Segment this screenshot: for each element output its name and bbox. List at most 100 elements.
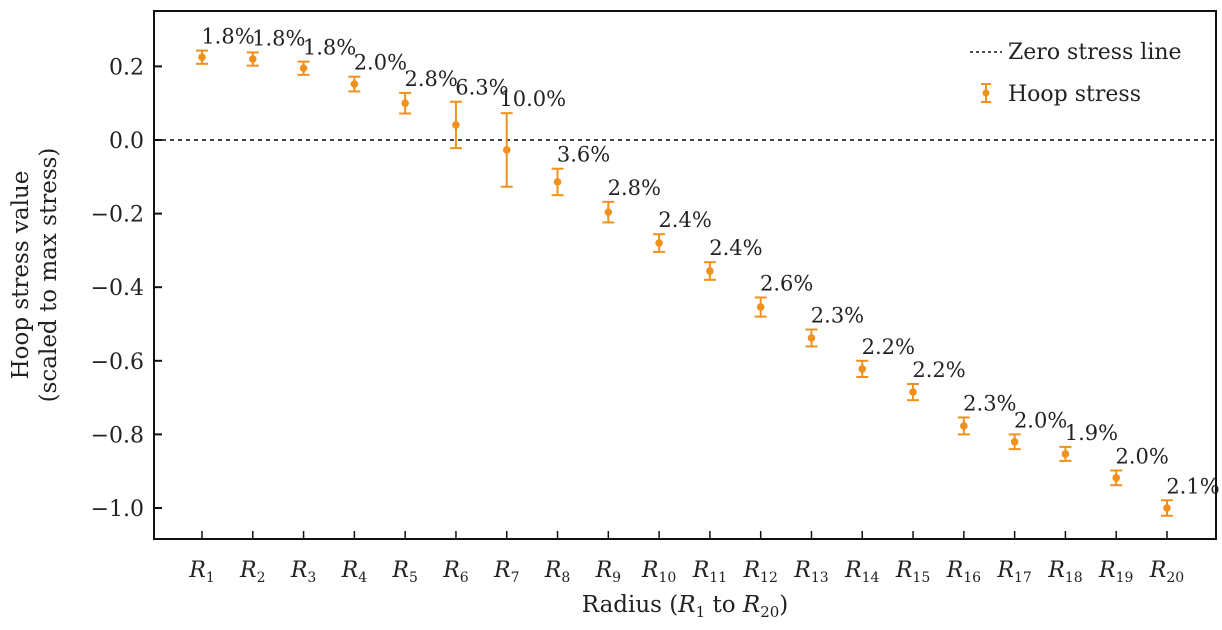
data-point-R16: 2.3% — [957, 391, 1017, 436]
marker — [1061, 450, 1070, 458]
data-point-R15: 2.2% — [907, 358, 966, 402]
data-point-R8: 3.6% — [551, 143, 610, 197]
x-tick-label: R8 — [544, 558, 571, 586]
marker — [756, 303, 765, 311]
marker — [350, 80, 359, 88]
plot-area: 1.8%1.8%1.8%2.0%2.8%6.3%10.0%3.6%2.8%2.4… — [154, 25, 1220, 517]
marker — [452, 121, 460, 129]
error-percent-label: 1.8% — [303, 36, 356, 60]
x-tick-label: R1 — [188, 558, 215, 586]
error-percent-label: 2.8% — [608, 176, 661, 200]
x-tick-label: R9 — [595, 558, 622, 586]
legend-label-hoop-stress: Hoop stress — [1008, 82, 1141, 107]
x-tick-label: R15 — [895, 558, 930, 586]
marker — [909, 388, 917, 396]
data-point-R1: 1.8% — [196, 25, 255, 65]
data-point-R14: 2.2% — [856, 335, 915, 378]
x-axis: R1 R2 R3 R4 R5 R6 R7 R8 R9 R10 R11 R12 R13 R14 R15 R16 R… — [188, 531, 1184, 586]
x-tick-label: R5 — [391, 558, 418, 586]
y-tick-label: −0.4 — [91, 276, 144, 301]
x-axis-title: Radius (R1 to R20) — [582, 592, 789, 621]
error-percent-label: 2.2% — [862, 335, 915, 359]
data-point-R2: 1.8% — [246, 26, 305, 67]
data-point-R19: 2.0% — [1110, 444, 1169, 487]
legend-errorbar-icon — [981, 83, 991, 103]
error-percent-label: 10.0% — [499, 87, 566, 111]
marker — [248, 55, 257, 63]
x-tick-label: R11 — [692, 558, 727, 586]
error-percent-label: 2.6% — [760, 272, 813, 296]
marker — [655, 239, 663, 247]
legend: Zero stress line Hoop stress — [970, 40, 1182, 107]
data-point-R10: 2.4% — [653, 208, 712, 253]
y-axis-title-line1: Hoop stress value — [8, 171, 34, 380]
marker — [858, 365, 867, 373]
x-tick-label: R18 — [1047, 558, 1082, 586]
error-percent-label: 2.0% — [354, 51, 407, 75]
error-percent-label: 2.8% — [404, 67, 457, 91]
y-axis: 0.2 0.0 −0.2 −0.4 −0.6 −0.8 −1.0 — [91, 55, 162, 522]
legend-label-zero-stress: Zero stress line — [1008, 40, 1182, 65]
marker — [198, 53, 206, 61]
error-percent-label: 1.9% — [1065, 421, 1118, 445]
data-point-R3: 1.8% — [297, 36, 356, 76]
marker — [1163, 504, 1171, 512]
data-point-R5: 2.8% — [399, 67, 458, 115]
x-axis-title-sub1: 1 — [696, 603, 706, 621]
error-percent-label: 2.2% — [912, 358, 965, 382]
error-percent-label: 2.4% — [709, 236, 762, 260]
y-tick-label: −0.8 — [91, 423, 144, 448]
marker — [1112, 474, 1121, 482]
marker — [960, 422, 968, 430]
x-tick-label: R17 — [996, 558, 1031, 586]
x-tick-label: R3 — [290, 558, 317, 586]
data-point-R11: 2.4% — [703, 236, 763, 281]
data-point-R4: 2.0% — [348, 51, 407, 93]
error-percent-label: 2.3% — [963, 391, 1016, 415]
data-point-R20: 2.1% — [1161, 474, 1220, 517]
x-tick-label: R7 — [493, 558, 519, 586]
x-axis-title-suffix: ) — [779, 592, 788, 618]
data-point-R9: 2.8% — [602, 176, 661, 224]
error-percent-label: 2.3% — [811, 304, 864, 328]
axes-frame — [153, 10, 1217, 540]
x-tick-label: R20 — [1149, 558, 1184, 586]
marker — [807, 334, 816, 342]
marker — [502, 146, 511, 154]
error-percent-label: 1.8% — [252, 26, 305, 50]
data-point-R7: 10.0% — [499, 87, 566, 188]
x-axis-title-r1: R — [677, 592, 695, 618]
marker — [706, 267, 714, 275]
x-tick-label: R6 — [442, 558, 469, 586]
y-tick-label: 0.0 — [109, 129, 144, 154]
x-tick-label: R2 — [239, 558, 266, 586]
error-percent-label: 1.8% — [201, 25, 254, 49]
x-tick-label: R14 — [844, 558, 879, 586]
data-point-R13: 2.3% — [805, 304, 864, 348]
marker — [299, 64, 308, 73]
data-point-R17: 2.0% — [1008, 408, 1067, 451]
marker — [401, 99, 409, 107]
x-tick-label: R16 — [946, 558, 981, 586]
y-axis-title-line2: (scaled to max stress) — [36, 148, 62, 403]
data-point-R18: 1.9% — [1059, 421, 1118, 462]
error-percent-label: 2.0% — [1014, 408, 1067, 432]
marker — [1010, 437, 1019, 446]
marker — [553, 178, 562, 186]
x-axis-title-r2: R — [742, 592, 760, 618]
y-tick-label: −1.0 — [91, 497, 144, 522]
marker — [604, 208, 613, 216]
x-tick-label: R12 — [742, 558, 777, 586]
y-tick-label: −0.6 — [91, 350, 144, 375]
x-axis-title-prefix: Radius ( — [582, 592, 679, 618]
x-axis-title-sub2: 20 — [760, 603, 779, 621]
error-percent-label: 2.0% — [1116, 444, 1169, 468]
x-axis-title-mid: to — [705, 592, 743, 618]
y-tick-label: −0.2 — [91, 203, 144, 228]
x-tick-label: R4 — [341, 558, 368, 586]
error-percent-label: 6.3% — [455, 76, 508, 100]
error-percent-label: 2.4% — [658, 208, 711, 232]
y-tick-label: 0.2 — [109, 55, 144, 80]
error-percent-label: 3.6% — [557, 143, 610, 167]
